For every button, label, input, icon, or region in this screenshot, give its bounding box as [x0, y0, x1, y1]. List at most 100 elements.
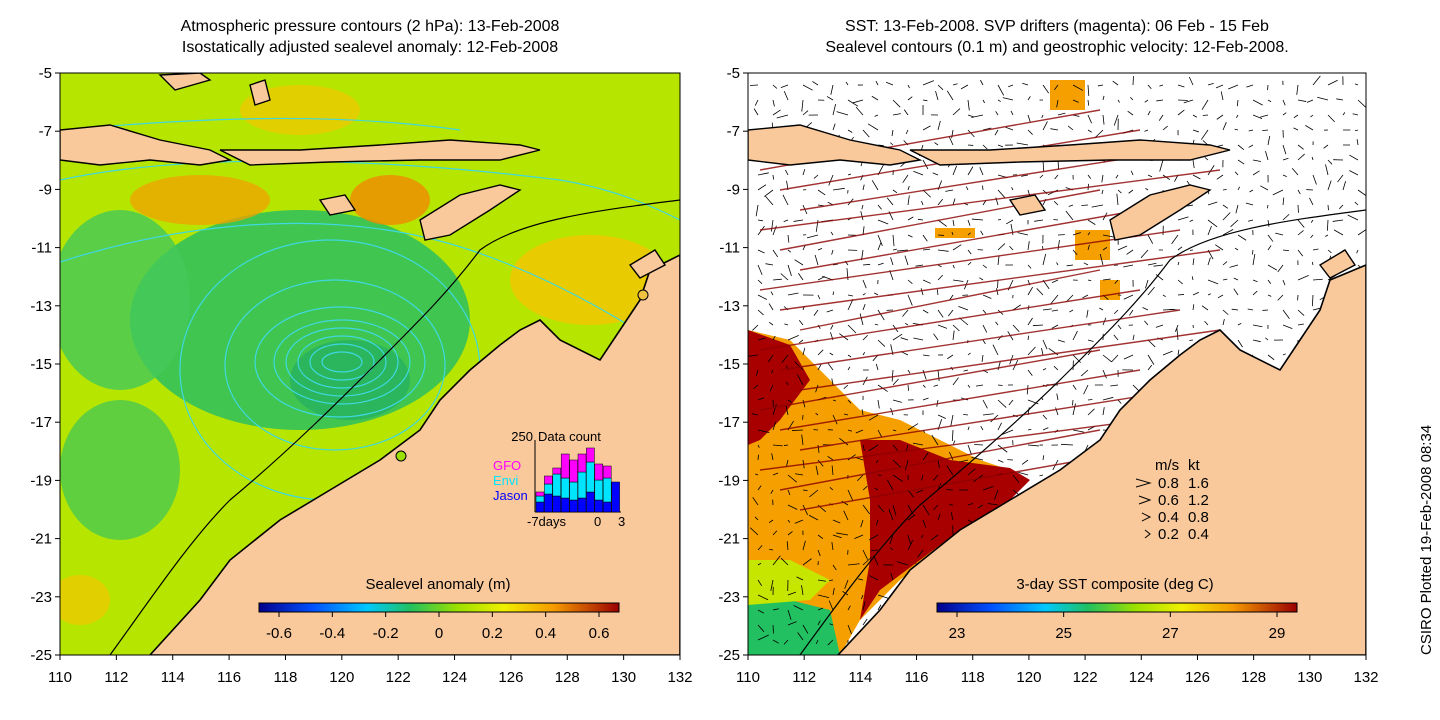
inset-bar	[611, 481, 620, 513]
velocity-arrow	[997, 243, 1006, 251]
velocity-arrow	[965, 186, 969, 191]
velocity-arrow	[862, 279, 867, 289]
velocity-arrow	[890, 142, 894, 146]
velocity-arrow	[787, 591, 797, 596]
velocity-arrow	[786, 541, 789, 551]
velocity-arrow	[1027, 114, 1031, 123]
velocity-arrow	[937, 309, 944, 318]
inset-bar	[569, 481, 578, 501]
velocity-arrow	[1222, 318, 1225, 326]
velocity-arrow	[769, 384, 774, 392]
velocity-legend-arrow	[1141, 512, 1152, 522]
velocity-arrow	[1042, 84, 1049, 94]
velocity-arrow	[1267, 354, 1275, 361]
velocity-arrow	[1177, 216, 1189, 221]
left-colorbar-ramp	[258, 602, 620, 613]
inset-bar	[535, 491, 545, 497]
velocity-arrow	[877, 309, 885, 321]
velocity-arrow	[1083, 384, 1089, 395]
velocity-arrow	[1012, 324, 1020, 333]
tide-gauge-broome[interactable]	[395, 450, 407, 462]
velocity-arrow	[817, 444, 820, 453]
velocity-arrow	[1114, 279, 1119, 284]
tide-gauge-darwin[interactable]	[637, 289, 649, 301]
velocity-arrow	[971, 114, 984, 118]
velocity-arrow	[907, 514, 916, 521]
velocity-arrow	[1034, 219, 1044, 222]
velocity-arrow	[1192, 291, 1200, 296]
velocity-arrow	[786, 459, 789, 467]
velocity-arrow	[755, 369, 759, 376]
velocity-arrow	[765, 263, 774, 266]
velocity-arrow	[1127, 110, 1134, 116]
velocity-arrow	[930, 534, 939, 541]
velocity-arrow	[843, 510, 849, 521]
velocity-arrow	[997, 99, 1001, 102]
velocity-arrow	[830, 231, 834, 236]
velocity-arrow	[982, 339, 986, 345]
velocity-arrow	[1042, 427, 1049, 431]
velocity-arrow	[980, 425, 984, 431]
inset-bar	[577, 497, 587, 513]
velocity-arrow	[960, 84, 969, 90]
velocity-arrow	[967, 426, 970, 431]
velocity-arrow	[828, 600, 834, 611]
inset-bar	[594, 463, 604, 481]
velocity-arrow	[1177, 294, 1185, 296]
right-x-tick: 112	[792, 669, 816, 686]
velocity-arrow	[907, 539, 914, 551]
velocity-arrow	[862, 293, 866, 296]
velocity-arrow	[1017, 232, 1029, 236]
legend-jason: Jason	[493, 488, 528, 503]
velocity-arrow	[877, 339, 886, 347]
velocity-arrow	[1026, 384, 1029, 395]
velocity-arrow	[1102, 114, 1105, 125]
velocity-arrow	[1207, 201, 1218, 206]
right-x-tick: 130	[1297, 669, 1322, 686]
velocity-legend-ms: 0.6	[1158, 492, 1179, 509]
velocity-arrow	[796, 576, 804, 581]
velocity-arrow	[896, 561, 909, 566]
velocity-legend-arrow	[1135, 478, 1152, 488]
velocity-arrow	[827, 456, 834, 461]
right-x-tick: 124	[1129, 669, 1154, 686]
velocity-arrow	[861, 594, 864, 600]
velocity-arrow	[862, 184, 865, 191]
velocity-arrow	[875, 519, 879, 526]
velocity-arrow	[921, 200, 924, 206]
velocity-arrow	[1311, 261, 1314, 266]
left-title-line2: Isostatically adjusted sealevel anomaly:…	[181, 39, 559, 56]
velocity-arrow	[1246, 84, 1254, 88]
velocity-arrow	[1017, 471, 1029, 476]
velocity-arrow	[1220, 91, 1224, 101]
velocity-arrow	[847, 399, 852, 404]
velocity-arrow	[817, 579, 827, 582]
velocity-arrow	[871, 95, 879, 101]
velocity-arrow	[1042, 455, 1045, 461]
velocity-arrow	[783, 219, 789, 223]
velocity-arrow	[1027, 335, 1030, 341]
velocity-arrow	[862, 504, 871, 515]
high-anomaly-timor	[130, 175, 270, 225]
velocity-arrow	[889, 547, 894, 551]
velocity-arrow	[784, 323, 789, 326]
velocity-legend-kt-header: kt	[1188, 457, 1201, 474]
velocity-arrow	[1237, 323, 1242, 326]
left-colorbar: Sealevel anomaly (m) -0.6 -0.4 -0.2 0 0.2 0.4…	[258, 576, 620, 642]
velocity-arrow	[945, 189, 954, 192]
left-colorbar-tick: -0.2	[373, 625, 399, 642]
velocity-arrow	[770, 579, 774, 592]
velocity-arrow	[1188, 76, 1194, 86]
velocity-arrow	[1041, 114, 1044, 119]
velocity-arrow	[832, 291, 835, 296]
velocity-arrow	[937, 369, 940, 382]
velocity-arrow	[920, 288, 924, 296]
inset-bar	[569, 499, 578, 513]
velocity-arrow	[1312, 278, 1323, 281]
velocity-arrow	[1231, 308, 1239, 311]
left-y-tick: -15	[30, 356, 52, 373]
velocity-arrow	[1130, 170, 1134, 176]
velocity-arrow	[997, 256, 1000, 266]
velocity-arrow	[1072, 403, 1076, 416]
velocity-arrow	[1282, 144, 1287, 155]
